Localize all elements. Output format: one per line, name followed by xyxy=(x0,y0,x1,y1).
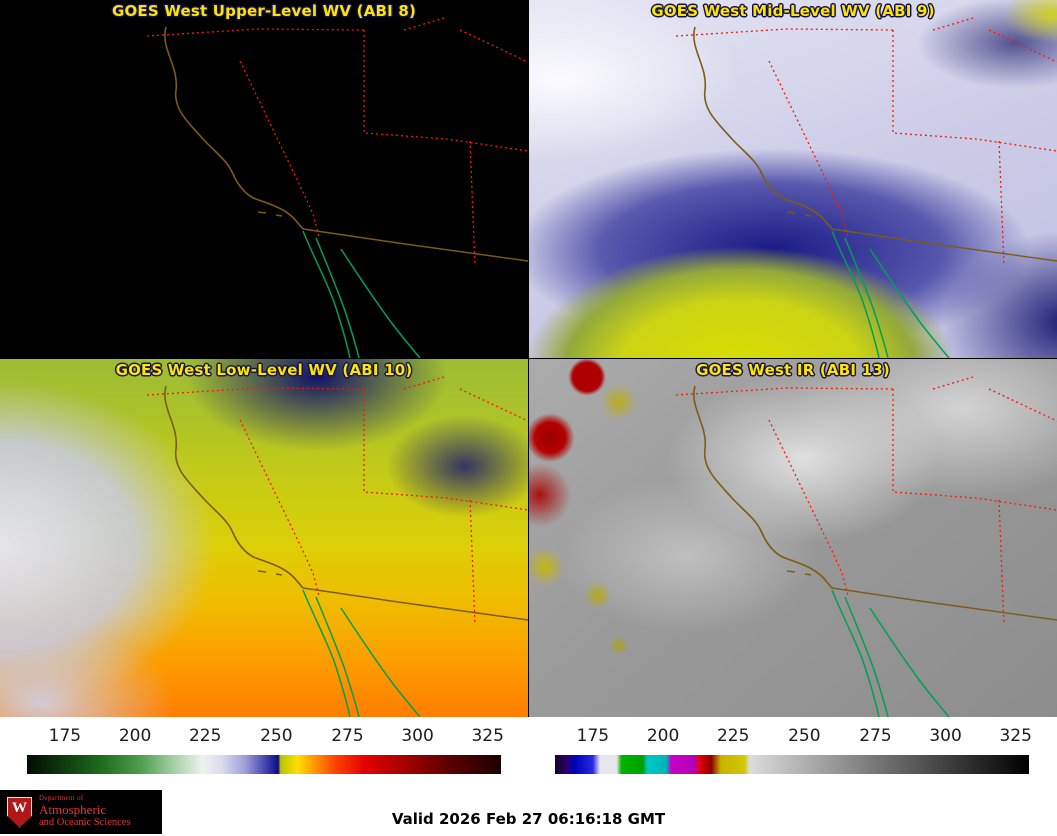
colorbar-tick: 325 xyxy=(471,726,504,746)
colorbar-tick: 250 xyxy=(260,726,293,746)
map-boundaries-overlay xyxy=(675,17,1057,358)
map-boundaries-overlay xyxy=(675,376,1057,717)
colorbar-tick: 300 xyxy=(401,726,434,746)
logo-name-line-2: and Oceanic Sciences xyxy=(39,817,131,829)
crest-letter: W xyxy=(12,799,27,816)
colorbar-tick: 175 xyxy=(48,726,82,746)
colorbar-tick: 300 xyxy=(929,726,962,746)
colorbar-tick: 275 xyxy=(331,726,364,746)
panel-upper-level-wv: GOES West Upper-Level WV (ABI 8) xyxy=(0,0,528,358)
panel-infrared: GOES West IR (ABI 13) xyxy=(529,359,1057,717)
colorbar-tick: 200 xyxy=(118,726,152,746)
colorbar-ir-gradient xyxy=(555,755,1029,774)
panel-low-level-wv: GOES West Low-Level WV (ABI 10) xyxy=(0,359,528,717)
panel-title: GOES West IR (ABI 13) xyxy=(696,361,890,379)
panel-title: GOES West Mid-Level WV (ABI 9) xyxy=(651,2,935,20)
colorbar-ir-ticks: 175 200 225 250 275 300 325 xyxy=(555,726,1032,755)
colorbar-tick: 225 xyxy=(716,726,750,746)
colorbar-tick: 200 xyxy=(646,726,680,746)
panel-mid-level-wv: GOES West Mid-Level WV (ABI 9) xyxy=(529,0,1057,358)
valid-timestamp: Valid 2026 Feb 27 06:16:18 GMT xyxy=(391,810,666,828)
colorbar-wv-ticks: 175 200 225 250 275 300 325 xyxy=(27,726,504,755)
colorbar-tick: 250 xyxy=(788,726,821,746)
colorbar-tick: 225 xyxy=(188,726,222,746)
map-boundaries-overlay xyxy=(146,17,528,358)
panel-title: GOES West Low-Level WV (ABI 10) xyxy=(115,361,413,379)
logo-text: Department of Atmospheric and Oceanic Sc… xyxy=(39,793,131,829)
uw-aos-logo: W Department of Atmospheric and Oceanic … xyxy=(0,790,162,834)
colorbar-ir: 175 200 225 250 275 300 325 xyxy=(528,717,1056,788)
map-boundaries-overlay xyxy=(146,376,528,717)
logo-department-line: Department of xyxy=(39,793,84,802)
colorbar-wv-gradient xyxy=(27,755,501,774)
footer: W Department of Atmospheric and Oceanic … xyxy=(0,788,1057,836)
colorbar-tick: 175 xyxy=(576,726,610,746)
colorbar-tick: 275 xyxy=(859,726,892,746)
colorbar-wv: 175 200 225 250 275 300 325 xyxy=(0,717,528,788)
colorbar-row: 175 200 225 250 275 300 325 175 200 225 … xyxy=(0,717,1057,788)
logo-name-line-1: Atmospheric xyxy=(39,801,107,817)
colorbar-tick: 325 xyxy=(999,726,1032,746)
panel-title: GOES West Upper-Level WV (ABI 8) xyxy=(111,2,417,20)
satellite-quad-grid: GOES West Upper-Level WV (ABI 8) GOES We… xyxy=(0,0,1057,717)
